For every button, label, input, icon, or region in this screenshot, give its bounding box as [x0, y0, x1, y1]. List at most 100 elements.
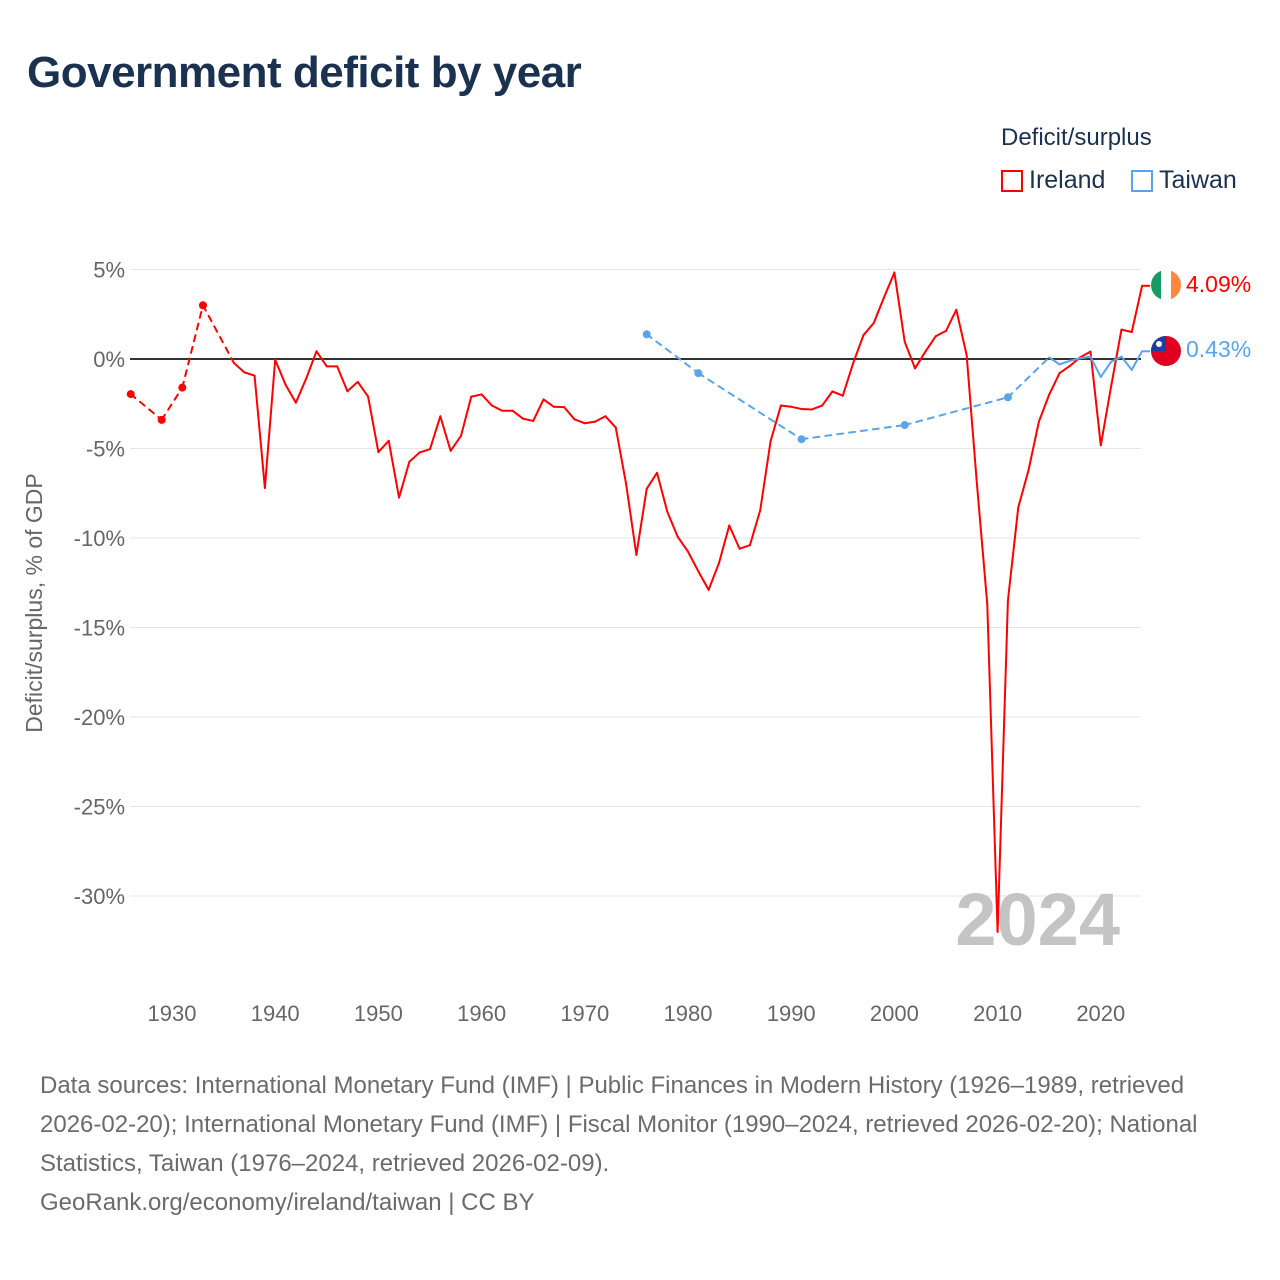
- line-segment-ireland: [583, 420, 597, 425]
- line-segment-ireland: [769, 404, 782, 443]
- line-segment-taiwan: [1048, 356, 1061, 366]
- legend-swatch-ireland: [1001, 169, 1023, 192]
- y-tick-label: -25%: [74, 795, 125, 820]
- line-segment-ireland: [573, 418, 586, 425]
- y-axis-title: Deficit/surplus, % of GDP: [21, 473, 47, 732]
- line-segment-ireland: [821, 390, 834, 407]
- line-segment-ireland: [263, 358, 277, 489]
- line-segment-ireland: [883, 271, 896, 299]
- line-segment-ireland: [232, 361, 246, 374]
- data-point-ireland[interactable]: [198, 301, 207, 310]
- line-segment-ireland: [676, 535, 689, 553]
- line-segment-ireland: [129, 393, 163, 421]
- end-label-taiwan: 0.43%: [1186, 336, 1251, 362]
- y-tick-label: -30%: [74, 884, 125, 909]
- line-segment-ireland: [645, 471, 659, 490]
- x-tick-label: 2000: [870, 1001, 919, 1026]
- line-segment-ireland: [625, 482, 638, 556]
- x-tick-label: 1950: [354, 1001, 403, 1026]
- y-tick-label: -5%: [86, 437, 125, 462]
- line-segment-ireland: [377, 439, 390, 454]
- line-segment-ireland: [707, 562, 720, 591]
- line-segment-ireland: [284, 383, 297, 404]
- line-segment-ireland: [305, 350, 318, 380]
- line-segment-ireland: [201, 304, 235, 364]
- line-segment-ireland: [903, 340, 917, 370]
- y-tick-label: -10%: [74, 526, 125, 551]
- line-segment-taiwan: [1058, 359, 1071, 366]
- line-segment-ireland: [914, 350, 927, 370]
- line-segment-ireland: [965, 354, 978, 486]
- x-tick-label: 1980: [664, 1001, 713, 1026]
- data-point-taiwan[interactable]: [642, 330, 651, 339]
- line-segment-ireland: [521, 417, 535, 422]
- line-segment-ireland: [1017, 468, 1030, 509]
- line-segment-ireland: [945, 308, 958, 332]
- line-segment-ireland: [1027, 420, 1040, 471]
- data-point-ireland[interactable]: [157, 415, 166, 424]
- line-segment-ireland: [852, 334, 865, 365]
- line-segment-ireland: [934, 329, 947, 338]
- line-segment-ireland: [490, 404, 504, 412]
- line-segment-ireland: [418, 448, 431, 454]
- line-segment-ireland: [1099, 385, 1113, 447]
- line-segment-ireland: [666, 510, 679, 538]
- x-tick-label: 1990: [767, 1001, 816, 1026]
- legend-item-taiwan[interactable]: Taiwan: [1131, 166, 1237, 195]
- y-tick-label: 5%: [93, 258, 125, 283]
- chart-title: Government deficit by year: [27, 48, 582, 97]
- data-point-ireland[interactable]: [126, 390, 135, 399]
- line-segment-ireland: [356, 380, 370, 398]
- line-segment-taiwan: [1006, 356, 1051, 399]
- data-point-taiwan[interactable]: [694, 369, 703, 378]
- line-segment-taiwan: [903, 396, 1009, 427]
- legend-item-ireland[interactable]: Ireland: [1001, 166, 1105, 195]
- line-segment-ireland: [346, 380, 359, 393]
- line-segment-ireland: [779, 404, 793, 408]
- data-sources: Data sources: International Monetary Fun…: [40, 1072, 1198, 1177]
- line-segment-ireland: [717, 524, 731, 565]
- line-segment-ireland: [563, 406, 576, 421]
- line-segment-ireland: [996, 599, 1009, 933]
- data-point-taiwan[interactable]: [797, 435, 806, 444]
- line-segment-ireland: [315, 350, 328, 368]
- line-segment-ireland: [872, 296, 886, 325]
- line-segment-ireland: [274, 358, 287, 386]
- line-segment-ireland: [975, 483, 989, 606]
- legend-label-ireland: Ireland: [1029, 166, 1106, 194]
- taiwan-flag-icon: [1151, 336, 1181, 366]
- x-tick-label: 1930: [148, 1001, 197, 1026]
- line-segment-ireland: [470, 393, 483, 398]
- line-segment-ireland: [614, 426, 628, 485]
- x-tick-label: 2010: [973, 1001, 1022, 1026]
- data-point-taiwan[interactable]: [900, 421, 909, 430]
- line-segment-ireland: [1048, 372, 1061, 396]
- line-segment-ireland: [790, 405, 803, 410]
- legend-title: Deficit/surplus: [1001, 124, 1152, 151]
- y-tick-label: -20%: [74, 705, 125, 730]
- line-segment-ireland: [1058, 364, 1071, 375]
- line-segment-ireland: [1110, 328, 1123, 388]
- line-segment-taiwan: [800, 424, 906, 441]
- line-segment-ireland: [635, 487, 648, 556]
- line-segment-ireland: [480, 393, 493, 407]
- line-segment-ireland: [408, 451, 421, 463]
- line-segment-ireland: [831, 390, 844, 397]
- line-segment-ireland: [800, 407, 813, 411]
- legend-swatch-taiwan: [1131, 169, 1153, 192]
- line-segment-taiwan: [697, 372, 803, 441]
- line-segment-ireland: [294, 377, 308, 404]
- line-segment-ireland: [387, 439, 401, 499]
- line-segment-ireland: [697, 570, 710, 591]
- line-segment-ireland: [336, 365, 349, 393]
- line-segment-taiwan: [1110, 355, 1123, 363]
- line-segment-ireland: [841, 362, 855, 397]
- data-point-taiwan[interactable]: [1003, 393, 1012, 402]
- line-segment-ireland: [893, 271, 906, 343]
- credit-link[interactable]: GeoRank.org/economy/ireland/taiwan | CC …: [40, 1189, 535, 1216]
- data-point-ireland[interactable]: [178, 383, 187, 392]
- line-segment-ireland: [1079, 350, 1092, 359]
- line-segment-ireland: [1120, 328, 1133, 333]
- line-segment-taiwan: [1120, 355, 1133, 371]
